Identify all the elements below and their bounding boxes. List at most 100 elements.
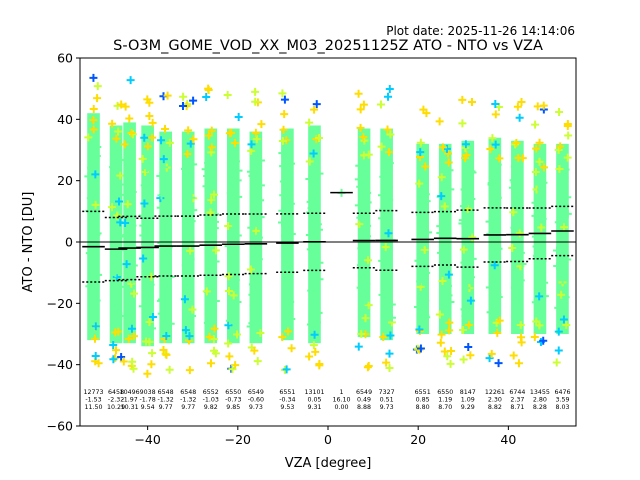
data-point [128,188,137,197]
outlier-point [185,366,194,375]
data-point [143,142,152,151]
data-point [356,182,365,191]
data-point [378,290,387,299]
data-point [142,337,151,346]
bin-std-label: 8.03 [555,404,569,411]
data-point [385,148,394,157]
bin-count-label: 9038 [140,389,156,396]
data-point [559,315,568,324]
bin-count-label: 7327 [379,389,395,396]
bin-std-label: 8.71 [510,404,524,411]
data-point [84,133,93,142]
outlier-point [287,344,296,353]
data-point [381,154,390,163]
outlier-point [494,359,503,368]
bin-column [223,90,243,374]
outlier-point [257,120,266,129]
data-point [466,296,475,305]
data-point [414,256,423,265]
data-point [491,140,500,149]
outlier-point [376,100,385,109]
data-point [250,311,259,320]
data-point [287,315,296,324]
data-point [311,287,320,296]
data-point [416,148,425,157]
data-point [85,249,94,258]
data-point [210,217,219,226]
bin-column [201,84,220,368]
data-point [110,184,119,193]
bin-count-label: 6744 [509,389,525,396]
data-point [536,202,545,211]
outlier-point [312,100,321,109]
data-point [491,171,500,180]
data-point [416,252,425,261]
data-point [420,245,429,254]
data-point [558,275,567,284]
data-point [163,253,172,262]
data-point [439,256,448,265]
data-point [495,316,504,325]
x-axis-label: VZA [degree] [285,456,372,471]
outlier-point [384,92,393,101]
bin-column [84,73,103,368]
data-point [424,228,433,237]
data-point [468,168,477,177]
data-point [511,277,520,286]
data-point [186,246,195,255]
outlier-point [159,345,168,354]
y-tick-label: 60 [57,51,73,66]
bin-std-label: 8.70 [438,404,452,411]
data-point [313,220,322,229]
data-point [443,281,452,290]
outlier-point [436,338,445,347]
data-point [187,193,196,202]
data-point [284,249,293,258]
data-point [159,155,168,164]
data-point [87,164,96,173]
data-point [362,279,371,288]
data-point [420,170,429,179]
outlier-point [228,365,237,374]
data-point [211,257,220,266]
data-point [415,179,424,188]
data-point [89,116,98,125]
data-point [188,305,197,314]
data-point [361,314,370,323]
data-point [110,251,119,260]
scatter-points [84,73,573,378]
outlier-point [253,357,262,366]
data-point [183,216,192,225]
data-point [511,194,520,203]
bin-column [530,101,549,346]
bin-count-label: 6548 [158,389,174,396]
data-point [229,291,238,300]
data-point [116,282,125,291]
outlier-point [223,90,232,99]
data-point [112,134,121,143]
data-point [363,198,372,207]
data-point [438,143,447,152]
data-point [361,296,370,305]
outlier-point [415,345,424,354]
data-point [420,221,429,230]
data-point [205,332,214,341]
data-point [359,305,368,314]
data-point [314,308,323,317]
data-point [254,233,263,242]
bin-std-label: 8.28 [533,404,547,411]
data-point [508,183,517,192]
data-point [419,216,428,225]
data-point [253,209,262,218]
outlier-point [552,358,561,367]
bin-std-label: 9.77 [181,404,195,411]
data-point [94,270,103,279]
data-point [378,256,387,265]
data-point [112,273,121,282]
data-point [436,229,445,238]
data-point [463,268,472,277]
bin-count-label: 6551 [415,389,431,396]
data-point [464,321,473,330]
data-point [148,118,157,127]
data-point [251,226,260,235]
